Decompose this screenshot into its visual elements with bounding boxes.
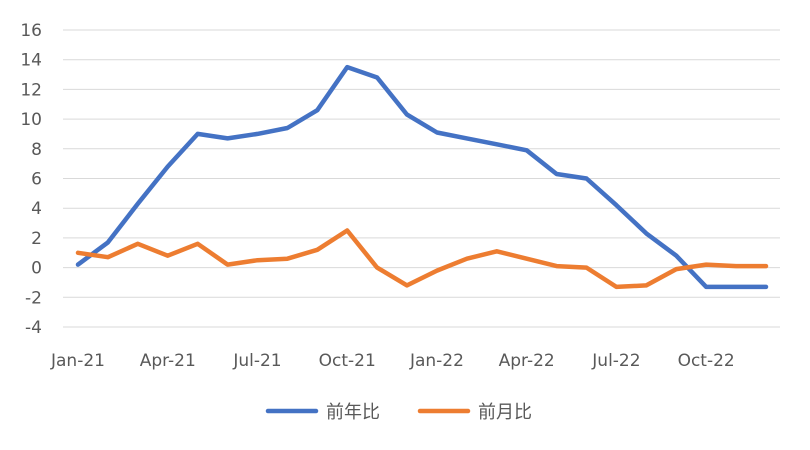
x-tick-label: Oct-21 <box>319 351 376 371</box>
legend: 前年比 前月比 <box>265 402 532 423</box>
y-tick-label: 14 <box>20 51 42 71</box>
y-tick-label: -2 <box>25 288 42 308</box>
y-tick-label: 12 <box>20 80 42 100</box>
y-axis-tick-labels: -4 -2 0 2 4 6 8 10 12 14 16 <box>20 21 42 338</box>
gridlines <box>63 29 780 328</box>
x-tick-label: Jul-22 <box>591 351 640 371</box>
y-tick-label: 10 <box>20 110 42 130</box>
legend-label-2: 前月比 <box>478 402 532 423</box>
y-tick-label: 8 <box>31 140 42 160</box>
y-tick-label: 4 <box>31 199 42 219</box>
y-tick-label: 6 <box>31 170 42 190</box>
series-lines <box>75 64 769 290</box>
x-tick-label: Apr-22 <box>499 351 555 371</box>
x-tick-label: Apr-21 <box>140 351 196 371</box>
y-tick-label: 0 <box>31 259 42 279</box>
y-tick-label: 2 <box>31 229 42 249</box>
y-tick-label: -4 <box>25 318 42 338</box>
series-line-1 <box>75 64 769 290</box>
x-tick-label: Jan-21 <box>50 351 105 371</box>
series-line-2 <box>75 228 769 290</box>
legend-label-1: 前年比 <box>326 402 380 423</box>
y-tick-label: 16 <box>20 21 42 41</box>
x-tick-label: Jan-22 <box>409 351 464 371</box>
x-axis-tick-labels: Jan-21 Apr-21 Jul-21 Oct-21 Jan-22 Apr-22 Jul-… <box>50 351 735 371</box>
x-tick-label: Jul-21 <box>232 351 281 371</box>
x-tick-label: Oct-22 <box>678 351 735 371</box>
